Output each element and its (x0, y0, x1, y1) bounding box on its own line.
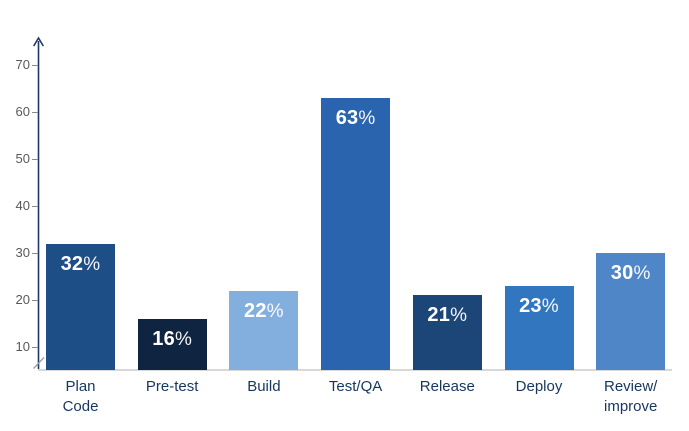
bar-value-label-deploy: 23% (519, 294, 559, 317)
percent-sign: % (358, 107, 376, 129)
y-tick-mark-50 (32, 158, 38, 160)
bar-review-improve: 30% (596, 253, 666, 370)
bar-value-label-pre-test: 16% (152, 327, 193, 350)
x-label-review-improve: Review/ improve (604, 378, 658, 415)
bar-value-label-review-improve: 30% (610, 262, 651, 284)
percent-sign: % (541, 295, 559, 317)
x-label-build: Build (247, 378, 281, 395)
y-tick-label-70: 70 (15, 57, 30, 72)
y-tick-label-50: 50 (15, 151, 30, 166)
y-tick-label-60: 60 (15, 104, 30, 119)
bar-pre-test: 16% (137, 318, 207, 370)
bar-value-label-release: 21% (427, 304, 468, 327)
percent-sign: % (174, 328, 193, 350)
percent-sign: % (633, 263, 651, 284)
y-tick-label-10: 10 (15, 339, 30, 354)
bar-release: 21% (412, 295, 482, 370)
y-axis-arrow-icon (33, 36, 44, 47)
bar-deploy: 23% (504, 285, 574, 370)
axis-break-icon (33, 357, 45, 369)
x-axis-baseline (38, 369, 672, 371)
bar-build: 22% (229, 290, 299, 370)
y-tick-mark-30 (32, 252, 38, 254)
y-tick-mark-20 (32, 299, 38, 301)
bar-test-qa: 63% (321, 97, 391, 370)
x-label-release: Release (419, 378, 475, 395)
bar-plan-code: 32% (46, 243, 115, 370)
x-label-plan-code: Plan Code (62, 378, 99, 415)
x-label-deploy: Deploy (515, 378, 563, 395)
y-tick-label-30: 30 (15, 245, 30, 260)
y-tick-mark-70 (32, 64, 38, 66)
bar-value-label-test-qa: 63% (335, 106, 376, 129)
y-tick-mark-40 (32, 205, 38, 207)
y-tick-label-40: 40 (15, 198, 30, 213)
y-tick-mark-60 (32, 111, 38, 113)
y-tick-mark-10 (32, 346, 38, 348)
bar-value-label-build: 22% (244, 299, 284, 322)
bar-value-label-plan-code: 32% (60, 252, 101, 275)
percent-sign: % (266, 300, 284, 322)
percent-sign: % (450, 305, 468, 327)
x-label-test-qa: Test/QA (328, 378, 383, 395)
y-tick-label-20: 20 (15, 292, 30, 307)
x-label-pre-test: Pre-test (145, 378, 199, 395)
percent-sign: % (83, 253, 101, 275)
